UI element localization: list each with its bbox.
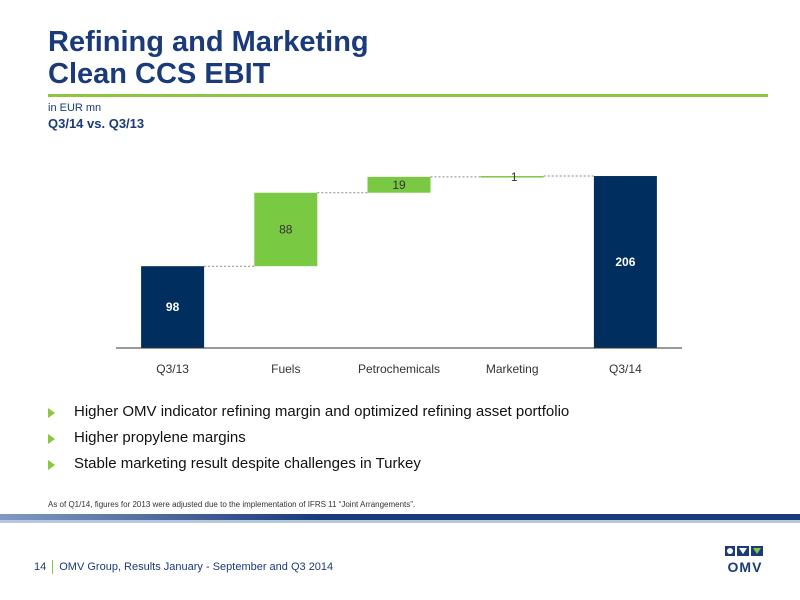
bullet-text: Higher propylene margins [74,429,246,446]
triangle-bullet-icon [48,434,55,444]
title-rule [48,94,768,97]
value-label: 206 [615,255,635,269]
title-line-1: Refining and Marketing [48,26,369,58]
category-label: Q3/13 [156,362,189,376]
page-title: Refining and Marketing Clean CCS EBIT [48,26,369,90]
value-label: 88 [279,222,293,236]
footer-band-light [0,520,800,523]
logo-text: OMV [727,559,763,575]
triangle-bullet-icon [48,460,55,470]
title-line-2: Clean CCS EBIT [48,58,271,90]
category-label: Petrochemicals [358,362,440,376]
bar-q3-14 [593,176,657,348]
category-label: Q3/14 [609,362,642,376]
bullet-list: Higher OMV indicator refining margin and… [48,402,569,480]
category-label: Marketing [486,362,539,376]
value-label: 19 [392,178,406,192]
category-label: Fuels [271,362,300,376]
footer-divider [52,560,54,574]
footnote: As of Q1/14, figures for 2013 were adjus… [48,500,416,509]
bullet-item: Higher propylene margins [48,428,569,454]
page-number: 14 [34,561,47,573]
omv-emblem-icon [725,546,763,556]
unit-label: in EUR mn [48,102,102,114]
bullet-text: Stable marketing result despite challeng… [74,455,421,472]
bar-marketing [480,176,544,178]
footer: 14 OMV Group, Results January - Septembe… [34,560,333,574]
footer-band [0,514,800,520]
bullet-text: Higher OMV indicator refining margin and… [74,403,570,420]
bar-petrochemicals [367,176,431,193]
bar-q3-13 [141,266,205,348]
value-label: 1 [511,170,518,184]
footer-text: OMV Group, Results January - September a… [59,561,334,573]
triangle-bullet-icon [48,408,55,418]
value-label: 98 [166,300,180,314]
waterfall-chart: 98 88 19 1 206 Q3/13 Fuels Petrochemicals Marke… [116,170,682,376]
chart-subtitle: Q3/14 vs. Q3/13 [48,116,145,131]
bullet-item: Stable marketing result despite challeng… [48,454,569,480]
omv-logo-icon: OMV [722,543,768,577]
bullet-item: Higher OMV indicator refining margin and… [48,402,569,428]
bar-fuels [254,192,318,267]
